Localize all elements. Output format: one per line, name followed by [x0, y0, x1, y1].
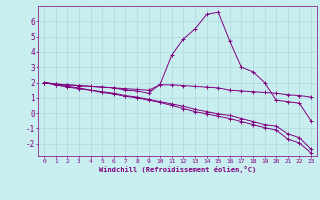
X-axis label: Windchill (Refroidissement éolien,°C): Windchill (Refroidissement éolien,°C) [99, 166, 256, 173]
